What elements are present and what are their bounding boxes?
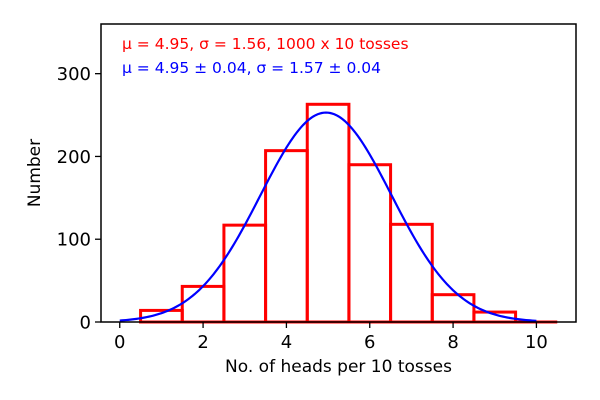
histogram-bar — [305, 102, 351, 324]
x-tick-label: 8 — [447, 332, 458, 353]
y-tick-label: 100 — [57, 230, 91, 251]
histogram-bar — [222, 223, 268, 324]
y-tick-label: 0 — [80, 313, 91, 334]
y-axis-ticks: 0 100 200 300 — [57, 64, 101, 334]
y-axis-label: Number — [25, 139, 45, 207]
plot-frame — [100, 23, 577, 323]
x-tick-label: 0 — [114, 332, 125, 353]
histogram-bar — [347, 163, 393, 324]
x-tick-label: 2 — [197, 332, 208, 353]
x-axis-label: No. of heads per 10 tosses — [225, 357, 452, 377]
y-tick-label: 300 — [57, 64, 91, 85]
histogram-bar — [264, 149, 309, 324]
gaussian-fit-curve — [119, 111, 537, 322]
histogram-bars — [139, 102, 558, 324]
histogram-bar — [180, 284, 226, 324]
annotation-sample-stats: μ = 4.95, σ = 1.56, 1000 x 10 tosses — [122, 35, 409, 53]
histogram-bar — [389, 222, 434, 324]
x-tick-label: 6 — [364, 332, 375, 353]
y-tick-label: 200 — [57, 147, 91, 168]
annotation-fit-stats: μ = 4.95 ± 0.04, σ = 1.57 ± 0.04 — [122, 59, 381, 77]
x-axis-ticks: 0 2 4 6 8 10 — [114, 322, 548, 353]
x-tick-label: 4 — [281, 332, 292, 353]
histogram-bar — [430, 293, 476, 324]
x-tick-label: 10 — [525, 332, 548, 353]
